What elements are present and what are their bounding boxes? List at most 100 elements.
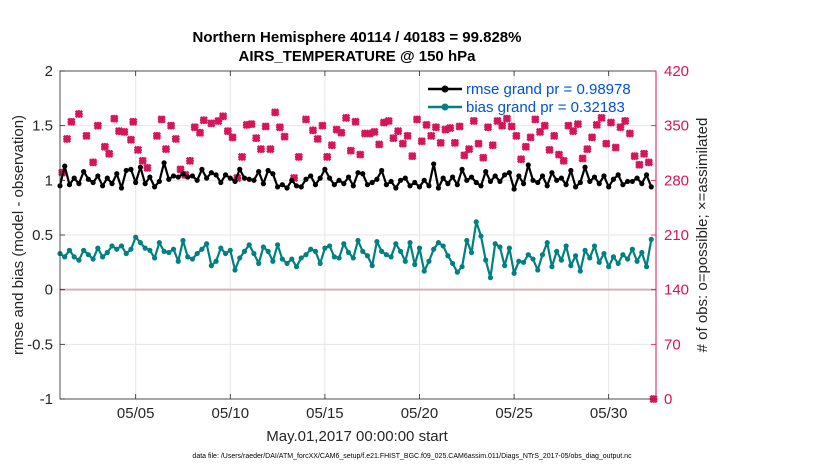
bias-point bbox=[435, 240, 442, 246]
obs-point bbox=[597, 113, 606, 122]
rmse-point bbox=[577, 179, 583, 186]
bias-point bbox=[189, 256, 196, 262]
bias-series bbox=[57, 219, 654, 281]
rmse-point bbox=[596, 181, 602, 187]
x-tick-label: 05/15 bbox=[306, 405, 344, 422]
obs-point bbox=[228, 133, 237, 142]
bias-point bbox=[265, 248, 271, 254]
rmse-point bbox=[241, 175, 248, 181]
bias-point bbox=[237, 255, 243, 261]
bias-point bbox=[539, 252, 546, 258]
obs-point bbox=[569, 127, 578, 136]
y-tick-label: -0.5 bbox=[27, 336, 53, 353]
bias-point bbox=[327, 243, 333, 249]
rmse-point bbox=[440, 175, 446, 181]
rmse-point bbox=[251, 177, 257, 183]
rmse-point bbox=[161, 160, 167, 166]
obs-point bbox=[301, 115, 311, 124]
rmse-point bbox=[331, 182, 337, 188]
bias-point bbox=[137, 240, 144, 246]
rmse-point bbox=[95, 173, 101, 179]
obs-point bbox=[606, 118, 616, 127]
obs-point bbox=[88, 158, 98, 167]
obs-point bbox=[578, 154, 587, 163]
obs-point bbox=[616, 123, 625, 132]
bias-point bbox=[525, 252, 531, 258]
bias-point bbox=[625, 256, 631, 262]
bias-point bbox=[218, 245, 224, 251]
obs-point bbox=[337, 128, 346, 137]
legend: rmse grand pr = 0.98978 bias grand pr = … bbox=[428, 81, 631, 116]
bias-point bbox=[544, 240, 550, 246]
bias-point bbox=[336, 255, 342, 261]
bias-point bbox=[606, 264, 612, 270]
obs-point bbox=[294, 152, 303, 162]
bias-point bbox=[66, 247, 73, 253]
bias-point bbox=[610, 254, 617, 260]
obs-point bbox=[171, 134, 180, 144]
y-tick-label: 0.5 bbox=[32, 227, 53, 244]
obs-point bbox=[602, 139, 611, 148]
bias-point bbox=[468, 249, 475, 256]
obs-point bbox=[323, 152, 332, 162]
rmse-point bbox=[610, 176, 617, 182]
rmse-point bbox=[345, 174, 352, 180]
rmse-point bbox=[625, 178, 631, 185]
rmse-point bbox=[289, 177, 295, 183]
bias-point bbox=[535, 267, 541, 273]
rmse-point bbox=[317, 175, 323, 181]
bias-point bbox=[369, 263, 375, 269]
rmse-point bbox=[170, 173, 177, 179]
bias-point bbox=[109, 243, 115, 249]
bias-point bbox=[483, 257, 489, 263]
obs-point bbox=[190, 123, 199, 132]
obs-point bbox=[488, 141, 497, 150]
y2-axis-ticks: 0 70 140 210 280 350 420 bbox=[651, 63, 689, 408]
obs-point bbox=[271, 108, 280, 117]
rmse-point bbox=[369, 179, 375, 186]
bias-point bbox=[284, 260, 290, 267]
bias-point bbox=[374, 238, 380, 245]
bias-point bbox=[643, 264, 650, 270]
bias-point bbox=[170, 246, 177, 252]
rmse-point bbox=[393, 185, 399, 191]
rmse-point bbox=[284, 185, 290, 191]
bias-point bbox=[402, 258, 408, 264]
rmse-point bbox=[71, 175, 77, 181]
obs-point bbox=[138, 156, 147, 165]
rmse-point bbox=[634, 175, 640, 181]
bias-point bbox=[133, 234, 139, 240]
rmse-point bbox=[270, 171, 276, 177]
bias-point bbox=[213, 258, 219, 264]
rmse-point bbox=[478, 183, 484, 189]
bias-point bbox=[260, 244, 266, 250]
rmse-point bbox=[265, 167, 271, 174]
obs-point bbox=[74, 109, 84, 119]
rmse-point bbox=[256, 168, 262, 175]
rmse-point bbox=[615, 172, 621, 178]
obs-point bbox=[625, 129, 635, 138]
y-tick-label: 2 bbox=[45, 63, 53, 80]
obs-point bbox=[389, 134, 398, 143]
bias-point bbox=[497, 244, 503, 250]
obs-point bbox=[516, 155, 526, 164]
bias-point bbox=[90, 256, 96, 262]
rmse-point bbox=[114, 171, 120, 177]
rmse-point bbox=[483, 168, 489, 175]
rmse-point bbox=[76, 181, 82, 187]
y-tick-label: 0 bbox=[45, 282, 53, 299]
obs-point bbox=[460, 151, 469, 160]
rmse-point bbox=[218, 179, 224, 186]
rmse-point bbox=[473, 179, 479, 186]
bias-point bbox=[256, 260, 262, 267]
bias-point bbox=[293, 264, 300, 270]
rmse-point bbox=[648, 184, 654, 190]
obs-point bbox=[110, 114, 119, 123]
rmse-point bbox=[204, 175, 210, 181]
rmse-point bbox=[152, 184, 158, 190]
rmse-series bbox=[57, 160, 654, 192]
obs-point bbox=[464, 144, 474, 154]
bias-point bbox=[549, 264, 555, 270]
obs-point bbox=[474, 139, 483, 148]
